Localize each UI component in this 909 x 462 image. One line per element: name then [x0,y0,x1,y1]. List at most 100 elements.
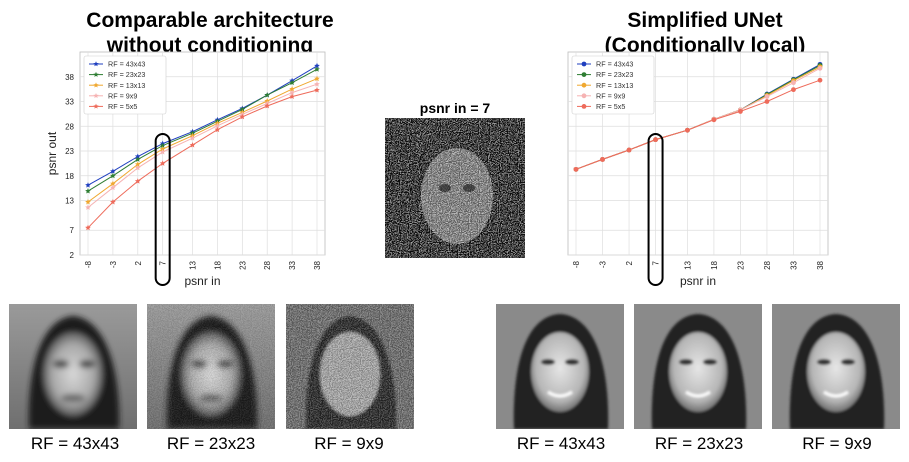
left-chart-highlight-marker [154,133,171,286]
left-chart-legend-label: RF = 43x43 [108,60,145,69]
left-chart-legend-label: RF = 5x5 [108,102,137,111]
photo-left-rf43 [9,304,137,429]
caption-right-rf43: RF = 43x43 [516,434,606,453]
photo-left-rf9 [286,304,414,429]
caption-right-rf9: RF = 9x9 [802,434,872,453]
left-chart-ytick-label: 13 [65,197,74,206]
left-chart-series-line [87,78,318,203]
left-chart-ytick-label: 23 [65,147,74,156]
right-chart-legend-box [571,55,655,115]
left-chart-data-point [159,146,166,152]
left-chart-data-point [189,142,196,148]
left-chart-legend-label: RF = 23x23 [108,70,145,79]
right-chart-legend-label: RF = 9x9 [596,91,625,100]
left-chart-ytick-label: 2 [70,251,75,260]
left-chart-series-line [87,83,318,208]
left-chart-data-point [314,81,320,87]
left-chart-data-point [85,224,91,231]
right-chart-xtick-label: 23 [736,260,745,269]
left-chart-data-point [314,66,320,72]
right-chart-xtick-label: 33 [789,260,798,269]
right-chart-data-point [817,77,823,83]
right-chart-data-point [600,157,605,162]
left-chart-xtick-label: 18 [213,260,222,269]
caption-left-rf9: RF = 9x9 [314,434,384,453]
right-chart-xaxis-label: psnr in [680,274,716,288]
left-chart-xtick-label: 13 [189,260,198,269]
photo-left-rf23 [147,304,275,429]
left-chart-data-point [134,161,141,167]
right-chart-data-point [738,109,743,114]
noisy-face-image [385,118,525,258]
left-chart-xtick-label: 33 [288,260,297,269]
left-chart-data-point [314,87,320,93]
right-title-line1: Simplified UNet [627,9,783,32]
left-chart-data-point [134,178,141,184]
right-chart-xtick-label: 38 [816,260,825,269]
photo-right-rf9 [772,304,900,429]
left-chart-data-point [134,156,141,162]
left-chart-legend-swatch-marker [93,61,99,67]
left-chart-data-point [214,122,221,129]
left-chart-legend-swatch-marker [93,103,99,109]
left-chart-xtick-label: 2 [134,260,143,265]
left-chart-data-point [159,142,166,149]
left-chart-data-point [134,164,141,171]
noisy-image-title: psnr in = 7 [419,100,491,116]
left-line-chart: 2 7 13 18 23 28 33 38 -8 -3 2 7 13 18 23 28 33 38 psnr in p… [45,51,326,288]
left-chart-data-point [110,199,116,205]
left-title-line2: without conditioning [106,34,314,57]
right-chart-data-point [626,147,632,153]
right-chart-series-line [575,79,821,170]
right-chart-xtick-label: 7 [652,260,661,265]
photo-right-rf43 [496,304,624,429]
left-chart-yaxis-label: psnr out [45,131,59,175]
right-chart-xtick-label: -3 [599,260,608,268]
left-title-line1: Comparable architecture [86,9,334,32]
right-chart-data-point [653,137,658,143]
left-chart-xtick-label: 23 [238,260,247,269]
caption-left-rf43: RF = 43x43 [30,434,120,453]
right-chart-data-point [764,94,770,99]
right-chart-data-point [764,99,770,104]
left-chart-xtick-label: 7 [159,260,168,265]
left-chart-data-point [85,199,91,205]
left-panel-title: Comparable architecture without conditio… [60,8,360,58]
left-chart-data-point [110,180,116,187]
right-chart-data-point [817,65,823,71]
left-chart-data-point [85,182,91,188]
left-chart-data-point [189,135,196,141]
right-chart-xtick-label: 18 [710,260,719,269]
right-chart-legend-label: RF = 23x23 [596,70,633,79]
left-chart-series-line [87,89,318,229]
left-chart-series-line [87,68,318,192]
left-chart-data-point [289,86,295,92]
left-chart-legend-box [83,55,167,115]
left-chart-data-point [134,153,141,159]
left-chart-data-point [159,149,166,155]
left-chart-xtick-label: 28 [263,260,272,269]
right-chart-xtick-label: 13 [683,260,692,269]
left-chart-data-point [289,93,295,99]
left-chart-data-point [110,172,116,179]
right-chart-data-point [791,80,796,86]
left-chart-ytick-label: 18 [65,172,74,181]
left-chart-data-point [159,160,166,166]
right-chart-legend-swatch-marker [581,72,587,77]
left-chart-legend-swatch-marker [93,93,99,99]
right-chart-xtick-label: -8 [572,260,581,268]
left-chart-series-4 [85,87,320,231]
left-chart-data-point [289,79,295,86]
right-chart-data-point [573,166,579,172]
right-chart-legend-swatch-marker [581,82,587,88]
left-chart-ytick-label: 28 [65,122,74,131]
left-chart-series-line [87,65,318,186]
left-chart-legend-label: RF = 9x9 [108,91,137,100]
left-chart-ytick-label: 38 [65,73,74,82]
right-chart-legend-label: RF = 13x13 [596,81,633,90]
left-chart-ytick-label: 33 [65,98,74,107]
left-chart-data-point [85,204,91,210]
left-chart-data-point [314,75,320,82]
